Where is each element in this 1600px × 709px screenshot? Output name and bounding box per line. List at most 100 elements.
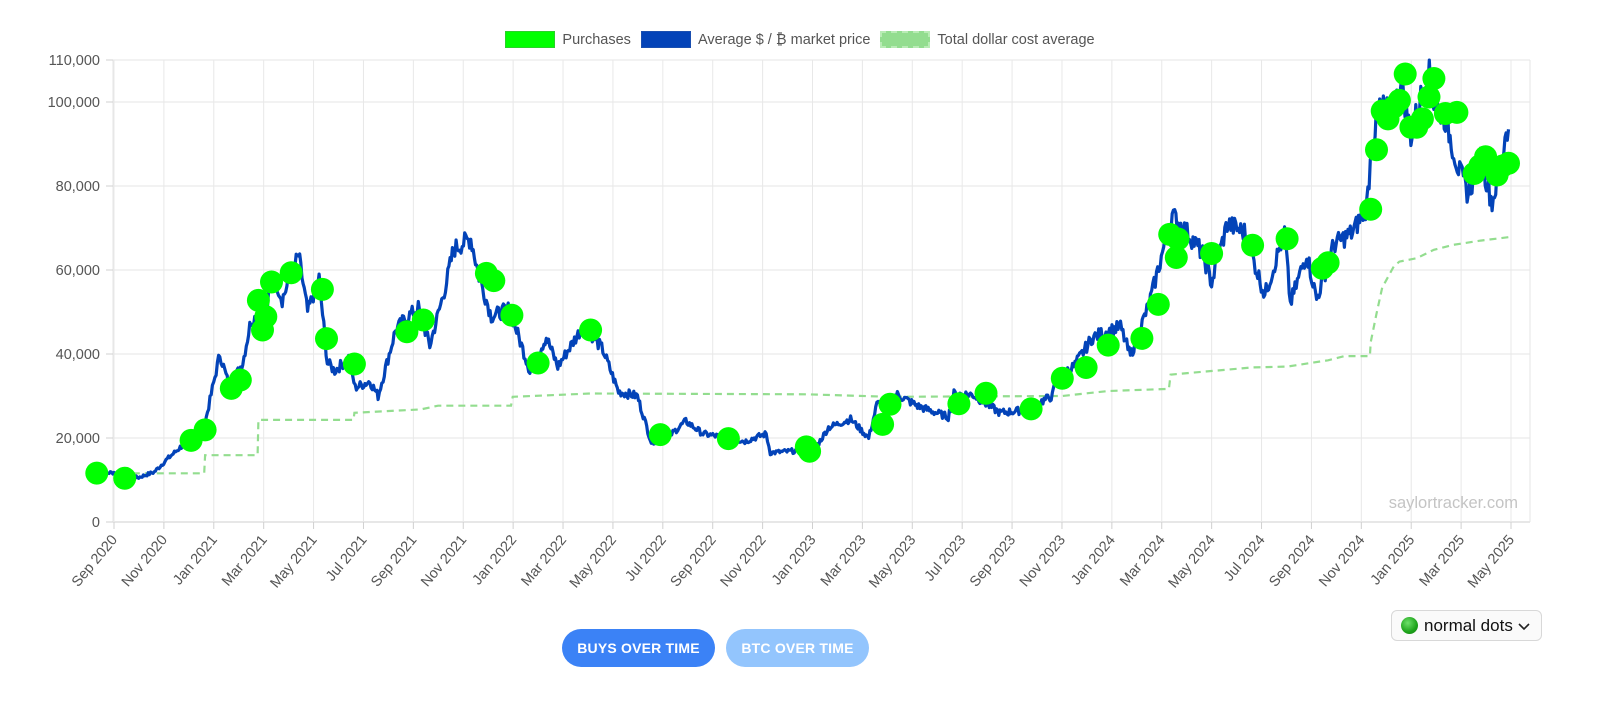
purchase-dot[interactable] — [1417, 85, 1441, 109]
price-line — [96, 58, 1511, 480]
purchase-dot[interactable] — [1050, 366, 1074, 390]
purchase-dot[interactable] — [500, 303, 524, 327]
purchase-dot[interactable] — [648, 423, 672, 447]
svg-text:Mar 2024: Mar 2024 — [1117, 532, 1169, 589]
purchase-dot[interactable] — [716, 427, 740, 451]
svg-text:Sep 2020: Sep 2020 — [69, 532, 121, 590]
svg-text:Jul 2022: Jul 2022 — [622, 532, 669, 584]
purchase-dot[interactable] — [342, 352, 366, 376]
svg-text:60,000: 60,000 — [56, 263, 100, 279]
legend-label-dca: Total dollar cost average — [937, 31, 1095, 48]
purchase-dot[interactable] — [1393, 62, 1417, 86]
legend-label-purchases: Purchases — [562, 31, 631, 48]
svg-text:Sep 2024: Sep 2024 — [1266, 532, 1318, 590]
svg-text:Jan 2023: Jan 2023 — [769, 532, 820, 588]
purchase-dot[interactable] — [1387, 88, 1411, 112]
legend-item-dca[interactable]: Total dollar cost average — [880, 31, 1095, 48]
purchase-dot[interactable] — [395, 320, 419, 344]
purchase-dots[interactable] — [85, 62, 1520, 490]
legend-item-price[interactable]: Average $ / ₿ market price — [640, 31, 871, 48]
svg-text:Jul 2024: Jul 2024 — [1221, 532, 1268, 584]
svg-text:Mar 2025: Mar 2025 — [1417, 532, 1469, 589]
purchase-dot[interactable] — [1316, 251, 1340, 275]
purchase-dot[interactable] — [411, 308, 435, 332]
svg-text:Mar 2023: Mar 2023 — [818, 532, 870, 589]
svg-text:Nov 2021: Nov 2021 — [418, 532, 470, 590]
purchase-dot[interactable] — [193, 418, 217, 442]
purchase-dot[interactable] — [228, 368, 252, 392]
svg-text:40,000: 40,000 — [56, 347, 100, 363]
buys-over-time-button[interactable]: BUYS OVER TIME — [562, 629, 715, 667]
svg-text:Mar 2022: Mar 2022 — [518, 532, 570, 589]
y-axis: 0 20,000 40,000 60,000 80,000 100,000 110,000 — [48, 53, 113, 531]
svg-text:Jan 2024: Jan 2024 — [1068, 532, 1119, 588]
price-swatch-icon — [640, 31, 691, 48]
dot-style-value: normal dots — [1424, 615, 1513, 635]
btc-over-time-button[interactable]: BTC OVER TIME — [726, 629, 869, 667]
purchase-dot[interactable] — [1422, 67, 1446, 90]
purchase-dot[interactable] — [1200, 242, 1224, 265]
svg-text:Sep 2021: Sep 2021 — [368, 532, 420, 590]
svg-text:Nov 2023: Nov 2023 — [1017, 532, 1069, 590]
purchase-dot[interactable] — [85, 461, 109, 485]
purchase-dot[interactable] — [1275, 227, 1299, 251]
purchase-dot[interactable] — [1445, 100, 1469, 124]
svg-text:May 2023: May 2023 — [866, 532, 919, 591]
purchase-dot[interactable] — [871, 412, 895, 436]
green-circle-icon — [1401, 617, 1418, 634]
dca-swatch-icon — [880, 31, 931, 48]
purchase-dot[interactable] — [579, 318, 603, 342]
svg-text:May 2021: May 2021 — [267, 532, 320, 591]
purchase-dot[interactable] — [974, 381, 998, 405]
dca-line — [96, 236, 1509, 475]
purchase-dot[interactable] — [1359, 197, 1383, 221]
purchase-dot[interactable] — [1164, 246, 1188, 269]
legend-label-price: Average $ / ₿ market price — [697, 31, 871, 48]
purchase-dot[interactable] — [1410, 107, 1434, 131]
purchase-dot[interactable] — [1074, 356, 1098, 379]
legend-item-purchases[interactable]: Purchases — [505, 31, 631, 48]
purchase-dot[interactable] — [1096, 333, 1120, 357]
purchase-dot[interactable] — [1166, 227, 1190, 251]
purchase-dot[interactable] — [1365, 138, 1388, 162]
svg-text:110,000: 110,000 — [49, 53, 100, 69]
svg-text:Mar 2021: Mar 2021 — [219, 532, 271, 589]
svg-text:Jul 2023: Jul 2023 — [922, 532, 969, 584]
svg-text:Sep 2022: Sep 2022 — [668, 532, 720, 590]
purchase-dot[interactable] — [279, 261, 303, 285]
purchases-swatch-icon — [505, 31, 556, 48]
purchase-dot[interactable] — [315, 327, 338, 351]
purchase-dot[interactable] — [526, 351, 550, 375]
purchase-dot[interactable] — [113, 466, 137, 490]
dot-style-select[interactable]: normal dots — [1391, 610, 1542, 641]
purchase-dot[interactable] — [1241, 233, 1265, 257]
purchase-dot[interactable] — [1497, 151, 1520, 175]
purchase-dot[interactable] — [1474, 145, 1498, 169]
svg-text:Nov 2024: Nov 2024 — [1316, 532, 1368, 590]
purchase-dot[interactable] — [260, 270, 283, 294]
purchase-dot[interactable] — [1019, 397, 1043, 421]
svg-text:Jan 2022: Jan 2022 — [470, 532, 521, 588]
chevron-down-icon — [1518, 622, 1530, 630]
svg-text:Sep 2023: Sep 2023 — [967, 532, 1019, 590]
purchase-dot[interactable] — [1146, 292, 1170, 316]
svg-text:100,000: 100,000 — [48, 95, 100, 111]
svg-text:Jan 2021: Jan 2021 — [170, 532, 221, 588]
svg-text:0: 0 — [92, 515, 100, 531]
purchase-dot[interactable] — [1130, 326, 1154, 350]
chart: 020,00040,00060,00080,000100,000110,000 … — [48, 53, 1531, 591]
purchase-dot[interactable] — [878, 392, 902, 416]
view-toggle: BUYS OVER TIME BTC OVER TIME — [562, 629, 869, 667]
svg-text:Jul 2021: Jul 2021 — [323, 532, 370, 584]
purchase-dot[interactable] — [798, 439, 822, 463]
purchase-dot[interactable] — [254, 305, 278, 329]
purchase-dot[interactable] — [482, 269, 506, 293]
purchase-dot[interactable] — [310, 277, 334, 301]
purchase-dot[interactable] — [947, 392, 971, 416]
svg-text:Jan 2025: Jan 2025 — [1368, 532, 1419, 588]
watermark: saylortracker.com — [1389, 494, 1518, 512]
svg-text:80,000: 80,000 — [56, 179, 100, 195]
svg-text:May 2025: May 2025 — [1465, 532, 1518, 591]
svg-text:Nov 2022: Nov 2022 — [718, 532, 770, 590]
